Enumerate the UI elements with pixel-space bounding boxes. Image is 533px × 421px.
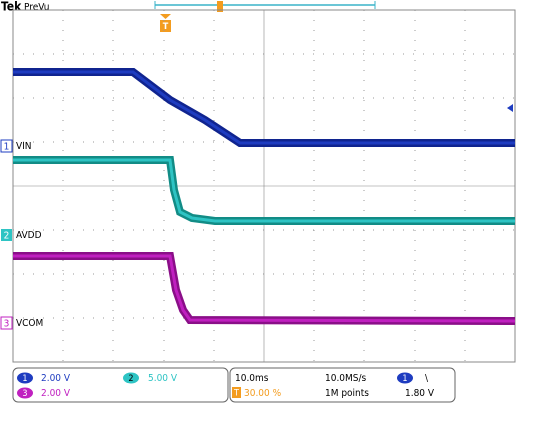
readout-ch3-marker: 3 — [22, 389, 27, 399]
trigger-level: 1.80 V — [405, 388, 435, 399]
trigger-marker-box — [160, 20, 171, 32]
ch1-marker-box — [0, 139, 13, 153]
trigger-marker: T — [163, 22, 169, 32]
ch1-marker: 1 — [4, 142, 10, 153]
sample-rate: 10.0MS/s — [325, 373, 367, 384]
ch1-label: VIN — [16, 141, 32, 152]
status: PreVu — [24, 2, 49, 13]
ch2-label: AVDD — [16, 230, 42, 241]
readout-ch1-marker: 1 — [22, 374, 27, 384]
ch3-label: VCOM — [16, 318, 43, 329]
waveform-ch1-core — [13, 70, 515, 145]
waveform-ch3-core — [13, 254, 516, 323]
brand: Tek — [1, 0, 22, 14]
record-length: 1M points — [325, 388, 369, 399]
graticule — [13, 10, 515, 362]
trigger-arrow — [160, 14, 171, 19]
ch1-trigger-level-arrow — [507, 104, 513, 112]
ch3-marker-box — [0, 316, 13, 330]
waveform-ch2-core — [13, 158, 515, 223]
timebase: 10.0ms — [235, 373, 269, 384]
readout-ch2-scale: 5.00 V — [148, 373, 178, 384]
readout-ch1-scale: 2.00 V — [41, 373, 71, 384]
ch3-marker: 3 — [4, 319, 10, 330]
record-view-marker — [217, 1, 223, 12]
readout-ch2-badge — [123, 372, 139, 384]
readout-ch3-badge — [17, 387, 33, 399]
readout-ch2-marker: 2 — [128, 374, 133, 384]
trigger-position: 30.00 % — [244, 388, 282, 399]
readout-ch3-scale: 2.00 V — [41, 388, 71, 399]
trigger-position-badge — [232, 387, 241, 398]
readout-ch1-badge — [17, 372, 33, 384]
trigger-source-badge — [397, 372, 413, 384]
ch2-marker-box — [1, 229, 12, 241]
trigger-position-marker: T — [233, 389, 239, 399]
trigger-slope: \ — [425, 373, 429, 384]
ch2-marker: 2 — [4, 231, 10, 242]
trigger-source: 1 — [402, 374, 407, 384]
channel-readout-panel — [12, 367, 229, 403]
